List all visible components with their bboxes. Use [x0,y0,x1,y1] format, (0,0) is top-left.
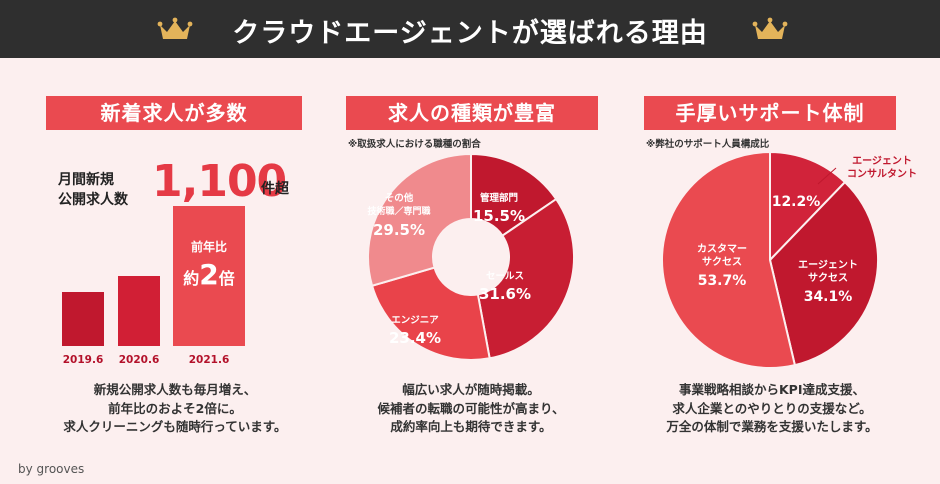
donut-label-line: エンジニア [391,315,439,326]
bar-label: 2020.6 [118,354,160,366]
donut-label: セールス 31.6% [479,271,531,303]
pie-slice [768,180,879,367]
yoy-label: 前年比 [190,240,227,254]
panel2-note: ※取扱求人における職種の割合 [348,139,481,150]
panel1-description: 新規公開求人数も毎月増え、 前年比のおよそ2倍に。 求人クリーニングも随時行って… [40,381,310,437]
metric-label-line2: 公開求人数 [58,192,128,208]
donut-label-line: 管理部門 [480,192,518,204]
pie-label-line: サクセス [808,272,848,284]
panel3-description: 事業戦略相談からKPI達成支援、 求人企業とのやりとりの支援など。 万全の体制で… [636,381,908,437]
pie-chart: エージェントコンサルタント12.2%エージェントサクセス34.1%カスタマーサク… [661,150,917,369]
pie-label-line: エージェント [798,259,858,271]
pie-slice [661,150,797,369]
yoy-prefix: 約 [183,269,200,288]
desc-line: 新規公開求人数も毎月増え、 [93,382,257,397]
bar-2020.6 [118,276,160,346]
donut-label-line: セールス [486,271,524,282]
crown-icon [157,17,193,39]
pie-value: 12.2% [772,194,821,210]
pie-leader-line [817,167,837,185]
pie-label-line: カスタマー [697,243,747,255]
desc-line: 求人企業とのやりとりの支援など。 [672,400,872,416]
donut-value: 31.6% [479,285,531,303]
yoy-suffix: 倍 [218,269,235,288]
desc-line: 成約率向上も期待できます。 [390,419,552,434]
desc-line: 万全の体制で業務を支援いたします。 [666,419,878,434]
panel3-note: ※弊社のサポート人員構成比 [646,139,770,150]
donut-label-line: その他 [385,192,414,204]
panel1-title: 新着求人が多数 [46,96,302,130]
desc-line: 候補者の転職の可能性が高まり、 [377,400,565,416]
pie-external-label: エージェント [852,155,912,167]
yoy-number: 2 [199,258,219,291]
bar-2019.6 [62,292,104,346]
metric-label: 月間新規 公開求人数 [58,170,128,210]
metric-unit: 件超 [261,181,289,197]
donut-value: 15.5% [473,207,525,225]
donut-slice [476,197,575,360]
pie-value: 34.1% [804,289,853,305]
page-title: クラウドエージェントが選ばれる理由 [232,18,708,49]
crown-icon [752,17,788,39]
donut-label: エンジニア 23.4% [389,315,441,347]
desc-line: 幅広い求人が随時掲載。 [402,382,540,397]
bar-label: 2021.6 [188,354,230,366]
donut-value: 29.5% [373,221,425,239]
desc-line: 前年比のおよそ2倍に。 [108,400,242,416]
pie-label-line: サクセス [702,256,742,268]
brand-footer: by grooves [18,462,85,476]
panel3-title: 手厚いサポート体制 [644,96,896,130]
pie-value: 53.7% [698,273,747,289]
panel2-title: 求人の種類が豊富 [346,96,598,130]
header-bar: クラウドエージェントが選ばれる理由 [0,0,940,58]
desc-line: 求人クリーニングも随時行っています。 [63,419,287,434]
donut-value: 23.4% [389,329,441,347]
bar-2021.6 [173,206,245,346]
donut-label-line: 技術職／専門職 [367,205,430,217]
donut-slice [367,152,472,287]
donut-label: 管理部門 15.5% [473,192,525,225]
metric-value: 1,100 [152,156,287,207]
metric-label-line1: 月間新規 [58,172,114,188]
pie-slice [769,150,847,263]
yoy-value: 約2倍 [173,258,245,291]
bar-label: 2019.6 [62,354,104,366]
donut-slice [370,266,491,361]
panel2-description: 幅広い求人が随時掲載。 候補者の転職の可能性が高まり、 成約率向上も期待できます… [340,381,602,437]
pie-external-label: コンサルタント [847,168,917,180]
desc-line: 事業戦略相談からKPI達成支援、 [679,382,865,397]
